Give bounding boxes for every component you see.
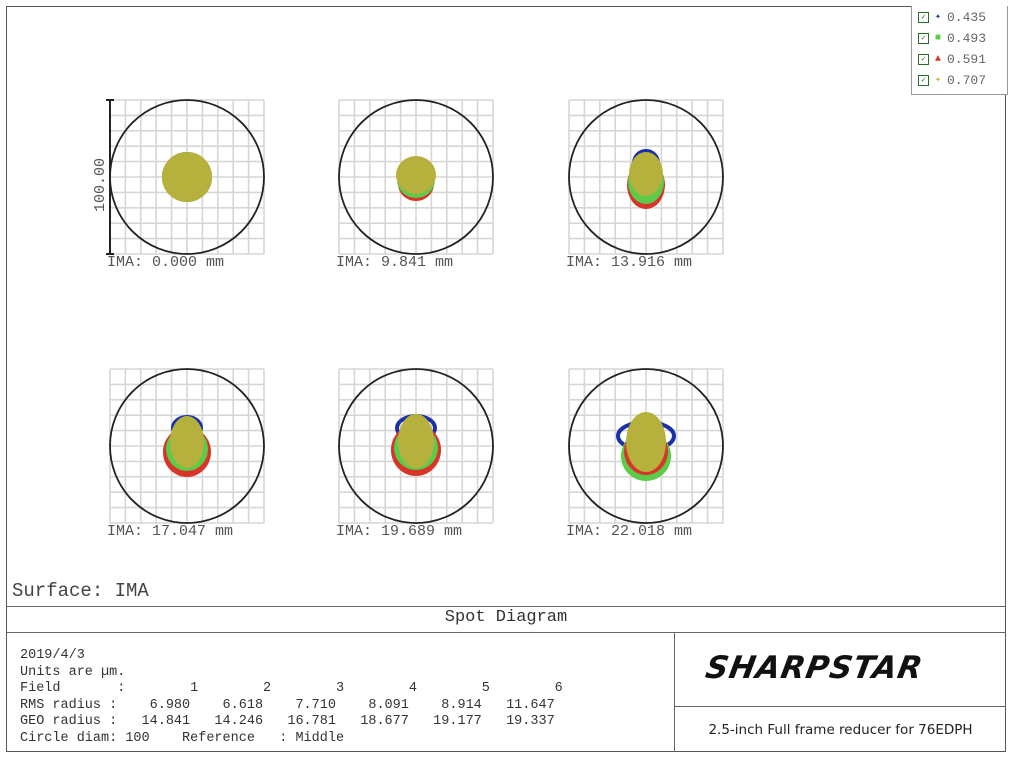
field-label: IMA: 17.047 mm (107, 523, 233, 540)
airy-circle (109, 368, 265, 524)
surface-label: Surface: IMA (12, 580, 149, 602)
chart-title: Spot Diagram (444, 608, 568, 627)
checkbox-icon[interactable]: ✓ (918, 11, 929, 23)
field-label: IMA: 0.000 mm (107, 254, 224, 271)
legend-symbol-icon: ▲ (934, 53, 941, 65)
divider (674, 632, 675, 752)
airy-circle (568, 99, 724, 255)
legend-label: 0.493 (947, 30, 987, 46)
legend-symbol-icon: ✦ (934, 12, 942, 23)
spot-series-0.707 (396, 156, 436, 194)
plot-frame (6, 6, 1006, 752)
spot-series-0.707 (398, 414, 434, 468)
legend-label: 0.591 (947, 51, 987, 67)
spot-diagram-plot: IMA: 0.000 mm IMA: 9.841 mm IMA: 13.916 mm… (92, 99, 724, 540)
airy-circle (338, 99, 494, 255)
field-label: IMA: 13.916 mm (566, 254, 692, 271)
field-label: IMA: 19.689 mm (336, 523, 462, 540)
checkbox-icon[interactable]: ✓ (918, 53, 929, 65)
scale-bar-label: 100.00 (92, 158, 109, 212)
divider (675, 706, 1006, 707)
divider (6, 632, 1006, 633)
product-subtitle: 2.5-inch Full frame reducer for 76EDPH (708, 722, 973, 738)
legend-symbol-icon: ■ (934, 32, 941, 44)
legend-item[interactable]: ✓ ✦ 0.435 (912, 7, 1007, 27)
legend: ✓ ✦ 0.435 ✓ ■ 0.493 ✓ ▲ 0.591 ✓ ✦ 0.707 (911, 6, 1008, 95)
circle-row: Circle diam: 100 Reference : Middle (20, 730, 345, 746)
rms-row: RMS radius : 6.980 6.618 7.710 8.091 8.9… (20, 697, 555, 713)
checkbox-icon[interactable]: ✓ (918, 32, 929, 44)
units-line: Units are µm. (20, 664, 126, 680)
spot-series-0.707 (162, 152, 212, 202)
info-block: 2019/4/3 Units are µm. Field : 1 2 3 4 5 6… (20, 648, 563, 747)
legend-item[interactable]: ✓ ▲ 0.591 (912, 49, 1007, 69)
field-label: IMA: 22.018 mm (566, 523, 692, 540)
airy-circle (568, 368, 724, 524)
geo-row: GEO radius : 14.841 14.246 16.781 18.677… (20, 714, 555, 729)
field-row: Field : 1 2 3 4 5 6 (20, 681, 563, 696)
spot-series-0.707 (626, 412, 666, 472)
spot-series-0.707 (629, 152, 663, 196)
date: 2019/4/3 (20, 648, 85, 663)
legend-item[interactable]: ✓ ■ 0.493 (912, 28, 1007, 48)
legend-label: 0.435 (947, 9, 987, 25)
legend-item[interactable]: ✓ ✦ 0.707 (912, 70, 1007, 90)
legend-symbol-icon: ✦ (934, 75, 942, 86)
divider (6, 606, 1006, 607)
spot-series-0.707 (170, 416, 204, 468)
legend-label: 0.707 (947, 72, 987, 88)
airy-circle (338, 368, 494, 524)
checkbox-icon[interactable]: ✓ (918, 74, 929, 86)
sharpstar-logo: SHARPSTAR (702, 650, 926, 686)
field-label: IMA: 9.841 mm (336, 254, 453, 271)
